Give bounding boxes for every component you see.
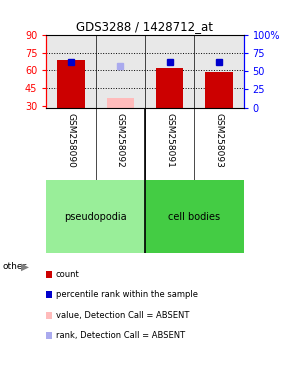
Bar <box>145 35 194 108</box>
Text: pseudopodia: pseudopodia <box>64 212 127 222</box>
Text: GSM258091: GSM258091 <box>165 113 174 168</box>
Text: other: other <box>3 262 27 271</box>
Text: rank, Detection Call = ABSENT: rank, Detection Call = ABSENT <box>56 331 185 340</box>
Bar <box>205 72 233 108</box>
Text: GSM258093: GSM258093 <box>214 113 224 168</box>
Bar <box>194 35 244 108</box>
Bar <box>46 180 145 253</box>
Bar <box>107 98 134 108</box>
Text: GSM258092: GSM258092 <box>116 113 125 168</box>
Bar <box>46 35 96 108</box>
Text: cell bodies: cell bodies <box>168 212 220 222</box>
Text: value, Detection Call = ABSENT: value, Detection Call = ABSENT <box>56 311 189 320</box>
Bar <box>145 180 244 253</box>
Bar <box>57 60 85 108</box>
Bar <box>96 35 145 108</box>
Text: GSM258090: GSM258090 <box>66 113 76 168</box>
Text: percentile rank within the sample: percentile rank within the sample <box>56 290 198 300</box>
Bar <box>156 68 183 108</box>
Text: ▶: ▶ <box>21 262 29 272</box>
Title: GDS3288 / 1428712_at: GDS3288 / 1428712_at <box>77 20 213 33</box>
Text: count: count <box>56 270 80 279</box>
